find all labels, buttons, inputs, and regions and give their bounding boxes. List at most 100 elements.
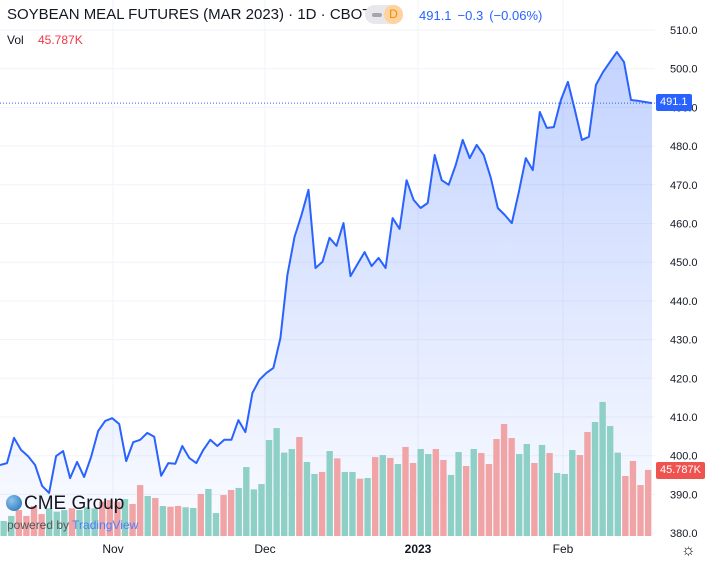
y-tick-label: 470.0 [670, 180, 698, 192]
volume-bar [387, 457, 394, 536]
volume-bar [243, 467, 250, 536]
volume-bar [190, 508, 197, 536]
volume-bar [508, 438, 515, 536]
y-tick-label: 380.0 [670, 528, 698, 540]
volume-bar [273, 428, 280, 536]
volume-bar [106, 500, 114, 536]
x-tick-label: Dec [254, 542, 276, 556]
volume-bar [0, 520, 7, 536]
volume-bar [409, 462, 417, 536]
volume-bar [303, 461, 311, 536]
y-tick-label: 460.0 [670, 219, 698, 231]
y-tick-label: 450.0 [670, 257, 698, 269]
y-tick-label: 430.0 [670, 335, 698, 347]
volume-bar [538, 444, 546, 536]
volume-bar [394, 463, 402, 536]
quote: 491.1 −0.3 (−0.06%) [419, 8, 548, 23]
volume-bar [622, 475, 629, 536]
volume-bar [205, 488, 212, 536]
brand-name: CME Group [24, 493, 125, 514]
volume-value: 45.787K [38, 33, 83, 47]
volume-bar [53, 511, 60, 536]
volume-bar [470, 448, 477, 536]
y-tick-label: 410.0 [670, 412, 698, 424]
volume-bar [455, 452, 462, 536]
volume-bar [318, 471, 326, 536]
volume-bar [129, 503, 136, 536]
volume-bar [61, 510, 68, 536]
volume-bar [136, 485, 144, 536]
volume-bar [614, 452, 621, 536]
volume-bar [462, 466, 470, 536]
volume-bar [417, 448, 424, 536]
price-line [0, 51, 653, 494]
y-tick-label: 440.0 [670, 296, 698, 308]
x-tick-label: 2023 [404, 542, 432, 556]
volume-bar [334, 458, 341, 536]
volume-bar [121, 499, 129, 536]
volume-bar [584, 431, 591, 536]
volume-bar [493, 439, 500, 536]
volume-bar [440, 459, 447, 536]
volume-bar [591, 422, 599, 536]
volume-bar [114, 501, 121, 536]
y-tick-label: 500.0 [670, 64, 698, 76]
volume-bar [607, 426, 614, 536]
tradingview-link[interactable]: TradingView [72, 518, 139, 532]
volume-bar [553, 472, 561, 536]
x-tick-label: Nov [102, 542, 124, 556]
last-price: 491.1 [419, 8, 452, 23]
volume-bar [235, 487, 242, 536]
volume-bar [629, 460, 637, 536]
volume-bar [227, 489, 235, 536]
volume-bar [523, 443, 530, 536]
volume-bar [576, 455, 584, 536]
minus-icon [372, 13, 382, 17]
volume-bar [447, 474, 455, 536]
volume-bar [15, 510, 23, 536]
volume-bar [296, 437, 303, 536]
volume-bar [402, 446, 409, 536]
volume-label: Vol [7, 33, 24, 47]
y-tick-label: 420.0 [670, 373, 698, 385]
cme-logo[interactable]: CME Group [6, 493, 124, 515]
volume-bar [531, 462, 538, 536]
volume-bar [311, 473, 318, 536]
volume-bar [561, 473, 568, 536]
volume-bar [23, 515, 30, 536]
market-status-pill[interactable]: D [365, 5, 403, 24]
settings-sun-icon[interactable]: ☼ [681, 542, 696, 559]
volume-bar [288, 448, 295, 536]
volume-bar [364, 477, 371, 536]
volume-bar [432, 448, 440, 536]
volume-bar [281, 452, 288, 536]
volume-bar [220, 495, 227, 536]
volume-bar [349, 471, 356, 536]
volume-bar [356, 478, 364, 536]
volume-bar [212, 513, 220, 536]
volume-bar [371, 457, 379, 536]
volume-bar [68, 508, 76, 536]
powered-by[interactable]: powered by TradingView [7, 518, 138, 532]
delayed-badge: D [384, 5, 403, 24]
volume-bar [644, 469, 652, 536]
volume-bar [159, 505, 167, 536]
symbol-title[interactable]: SOYBEAN MEAL FUTURES (MAR 2023) · 1D · C… [7, 6, 372, 23]
y-tick-label: 400.0 [670, 451, 698, 463]
price-change: −0.3 [457, 8, 484, 23]
volume-bar [197, 494, 204, 536]
last-price-tag: 491.1 [656, 94, 692, 111]
last-volume-tag: 45.787K [656, 462, 705, 479]
volume-bar [83, 507, 91, 536]
volume-bar [144, 496, 151, 536]
volume-bar [152, 498, 159, 536]
price-change-pct: (−0.06%) [489, 8, 543, 23]
globe-icon [6, 495, 22, 511]
y-tick-label: 510.0 [670, 25, 698, 37]
volume-bar [500, 424, 508, 536]
volume-bar [91, 508, 98, 536]
volume-bar [38, 514, 45, 536]
volume-bar [174, 505, 182, 536]
